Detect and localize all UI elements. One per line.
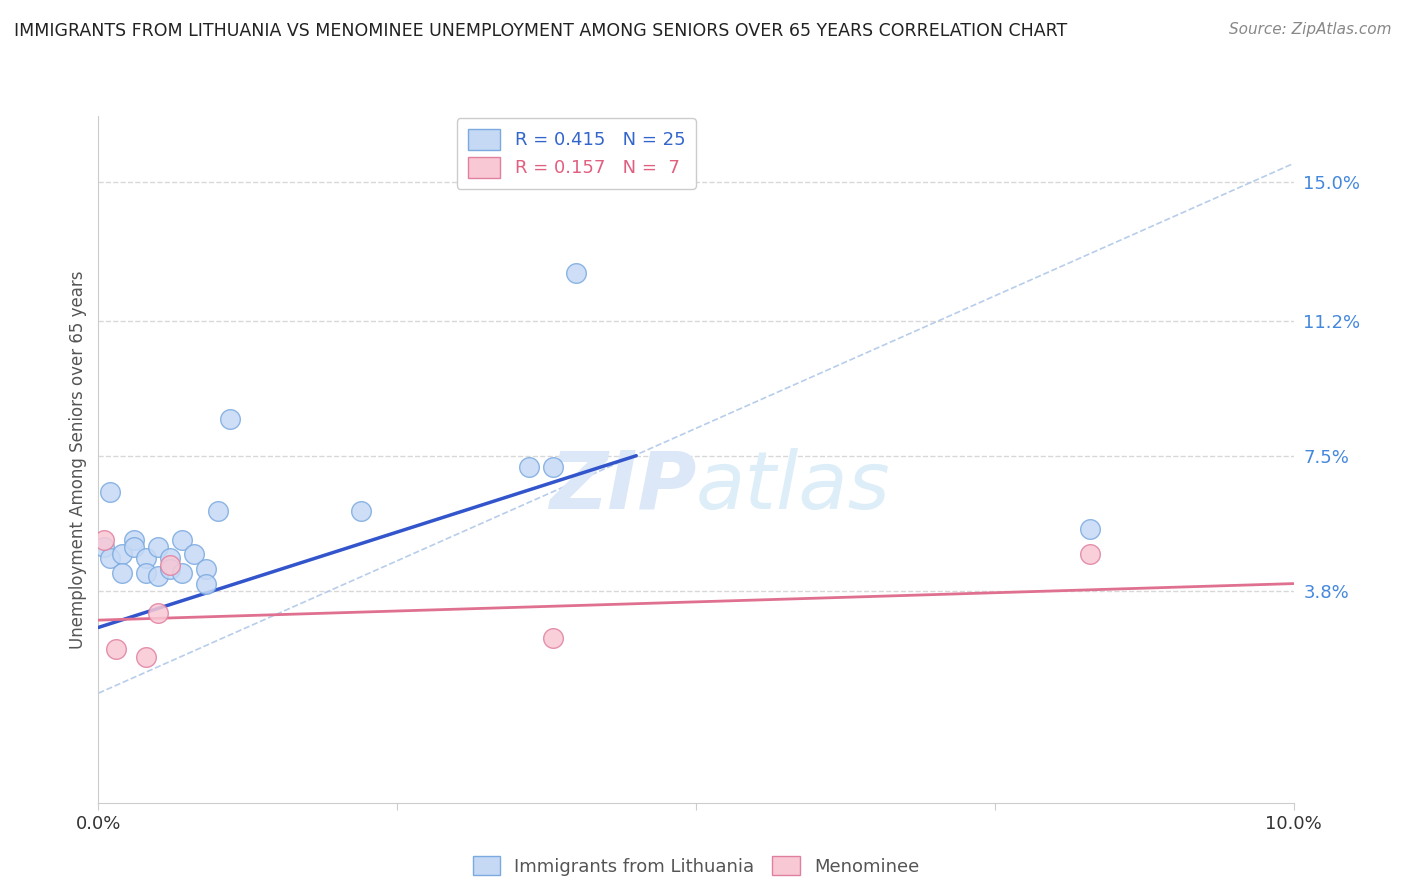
Point bbox=[124, 540, 146, 554]
Point bbox=[207, 503, 229, 517]
Point bbox=[135, 551, 157, 566]
Point bbox=[148, 569, 170, 583]
Text: IMMIGRANTS FROM LITHUANIA VS MENOMINEE UNEMPLOYMENT AMONG SENIORS OVER 65 YEARS : IMMIGRANTS FROM LITHUANIA VS MENOMINEE U… bbox=[14, 22, 1067, 40]
Y-axis label: Unemployment Among Seniors over 65 years: Unemployment Among Seniors over 65 years bbox=[69, 270, 87, 648]
Point bbox=[159, 551, 181, 566]
Point bbox=[350, 503, 373, 517]
Point bbox=[541, 459, 564, 474]
Point bbox=[565, 266, 588, 280]
Point bbox=[172, 566, 194, 580]
Point bbox=[105, 642, 128, 657]
Point bbox=[195, 562, 218, 576]
Point bbox=[124, 533, 146, 547]
Point bbox=[100, 485, 122, 500]
Point bbox=[135, 566, 157, 580]
Point bbox=[159, 562, 181, 576]
Text: ZIP: ZIP bbox=[548, 448, 696, 526]
Point bbox=[219, 412, 242, 426]
Point bbox=[148, 606, 170, 620]
Point bbox=[93, 540, 115, 554]
Point bbox=[172, 533, 194, 547]
Point bbox=[148, 540, 170, 554]
Point bbox=[111, 547, 134, 561]
Point bbox=[517, 459, 540, 474]
Text: Source: ZipAtlas.com: Source: ZipAtlas.com bbox=[1229, 22, 1392, 37]
Point bbox=[93, 533, 115, 547]
Point bbox=[111, 566, 134, 580]
Point bbox=[135, 649, 157, 664]
Text: atlas: atlas bbox=[696, 448, 891, 526]
Point bbox=[159, 558, 181, 573]
Point bbox=[1080, 522, 1102, 536]
Point bbox=[195, 576, 218, 591]
Legend: Immigrants from Lithuania, Menominee: Immigrants from Lithuania, Menominee bbox=[465, 849, 927, 883]
Point bbox=[183, 547, 205, 561]
Point bbox=[541, 632, 564, 646]
Point bbox=[1080, 547, 1102, 561]
Point bbox=[100, 551, 122, 566]
